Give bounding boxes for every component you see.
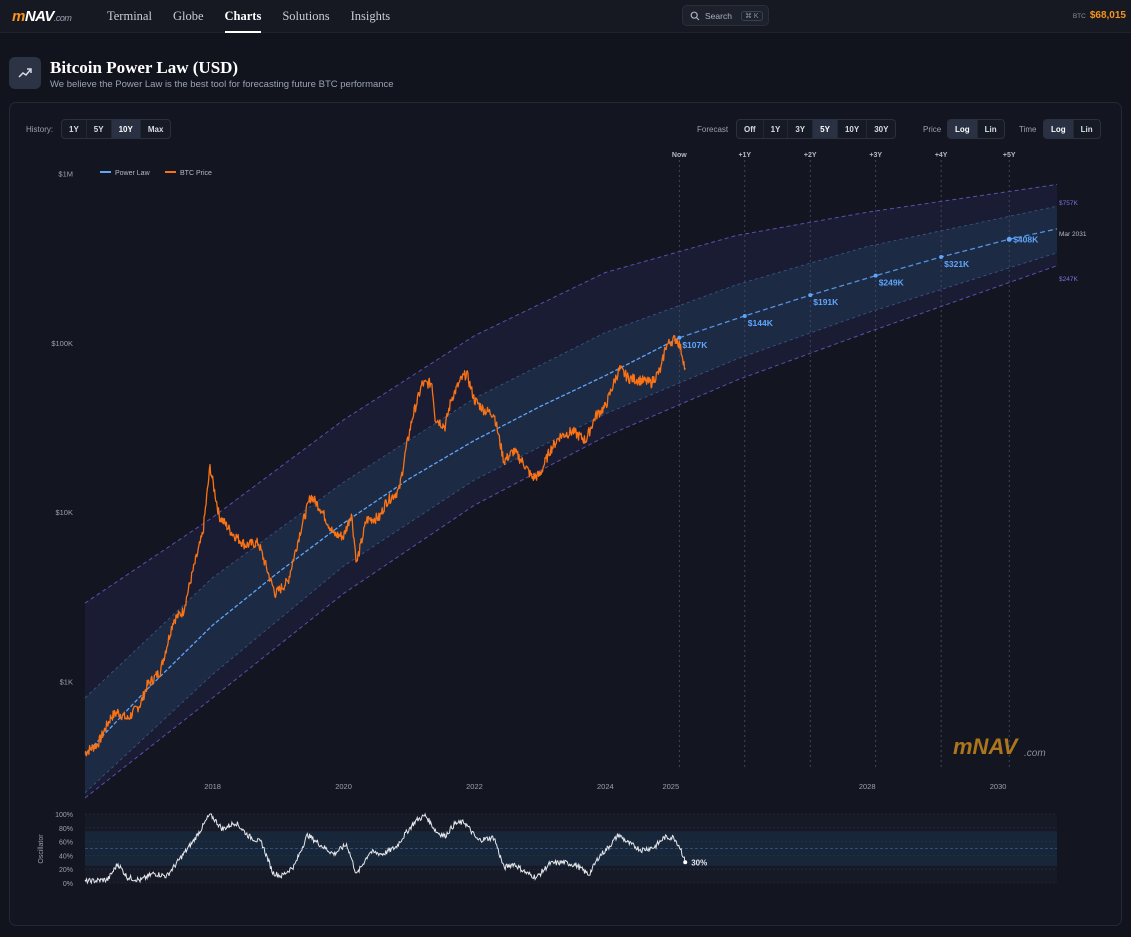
forecast-point — [677, 335, 682, 340]
nav-link-charts[interactable]: Charts — [224, 0, 262, 33]
forecast-header-label: +1Y — [738, 152, 751, 159]
ticker-price: $68,015 — [1089, 10, 1126, 21]
forecast-value-label: $321K — [944, 259, 970, 269]
y-tick-label: $100K — [51, 339, 73, 348]
time-scale-label: Time — [1019, 125, 1037, 134]
forecast-30y-button[interactable]: 30Y — [874, 124, 889, 134]
nav-link-insights[interactable]: Insights — [350, 9, 391, 23]
trending-up-icon — [9, 57, 41, 89]
inner-band-upper-line — [84, 205, 1058, 699]
watermark-logo: mNAV — [953, 734, 1020, 759]
history-10y-button[interactable]: 10Y — [111, 120, 141, 138]
forecast-label: Forecast — [697, 125, 729, 134]
outer-band-area — [85, 184, 1057, 798]
history-selector: 1Y 5Y 10Y Max — [61, 119, 172, 139]
price-scale-label: Price — [923, 125, 942, 134]
page-title: Bitcoin Power Law (USD) — [50, 58, 239, 77]
forecast-header-label: +4Y — [935, 152, 948, 159]
forecast-value-label: $144K — [748, 318, 774, 328]
search-shortcut: ⌘ K — [740, 10, 763, 21]
history-max-button[interactable]: Max — [147, 124, 164, 134]
price-log-button[interactable]: Log — [948, 120, 978, 138]
x-tick-label: 2028 — [859, 782, 876, 791]
nav-link-globe[interactable]: Globe — [172, 9, 204, 23]
inner-band-area — [85, 206, 1057, 793]
forecast-value-label: $408K — [1013, 234, 1039, 244]
x-tick-label: 2030 — [990, 782, 1007, 791]
x-tick-label: 2022 — [466, 782, 483, 791]
search-button[interactable]: Search ⌘ K — [682, 5, 769, 26]
lower-band-end-label: $247K — [1059, 276, 1078, 283]
forecast-header-label: +3Y — [869, 152, 882, 159]
forecast-off-button[interactable]: Off — [737, 120, 764, 138]
logo-mark: m — [12, 8, 25, 25]
price-scale-selector: Log Lin — [947, 119, 1005, 139]
y-tick-label: $1M — [58, 169, 73, 178]
oscillator-y-tick-label: 0% — [63, 881, 73, 888]
btc-ticker[interactable]: BTC $68,015 — [1073, 10, 1126, 21]
legend-label-power-law: Power Law — [115, 170, 151, 177]
forecast-3y-button[interactable]: 3Y — [788, 120, 814, 138]
search-label: Search — [705, 10, 732, 21]
btc-price-line — [84, 334, 686, 757]
mnav-logo[interactable]: mNAV.com — [12, 8, 72, 25]
forecast-header-label: +2Y — [804, 152, 817, 159]
forecast-5y-button[interactable]: 5Y — [813, 120, 838, 138]
history-label: History: — [26, 125, 54, 134]
oscillator-y-tick-label: 40% — [59, 853, 73, 860]
logo-text: NAV — [24, 8, 55, 25]
top-navigation-bar: mNAV.com Terminal Globe Charts Solutions… — [0, 0, 1131, 33]
forecast-point — [742, 313, 747, 318]
outer-band-lower-line — [84, 265, 1058, 799]
forecast-point — [939, 254, 944, 259]
time-scale-selector: Log Lin — [1043, 119, 1101, 139]
x-tick-label: 2020 — [335, 782, 352, 791]
oscillator-current-point — [683, 860, 688, 865]
forecast-10y-button[interactable]: 10Y — [838, 120, 868, 138]
x-tick-label: 2024 — [597, 782, 614, 791]
forecast-selector: Off 1Y 3Y 5Y 10Y 30Y — [736, 119, 897, 139]
search-icon — [690, 11, 700, 20]
legend-label-btc-price: BTC Price — [180, 170, 212, 177]
time-lin-button[interactable]: Lin — [1080, 124, 1093, 134]
price-lin-button[interactable]: Lin — [984, 124, 997, 134]
outer-band-upper-line — [84, 184, 1058, 604]
time-log-button[interactable]: Log — [1044, 120, 1074, 138]
forecast-point — [808, 293, 813, 298]
nav-links: Terminal Globe Charts Solutions Insights — [107, 0, 411, 33]
oscillator-y-tick-label: 60% — [59, 840, 73, 847]
history-5y-button[interactable]: 5Y — [87, 120, 112, 138]
nav-link-terminal[interactable]: Terminal — [107, 9, 152, 23]
forecast-value-label: $107K — [682, 340, 708, 350]
upper-band-end-label: $757K — [1059, 200, 1078, 207]
oscillator-y-tick-label: 100% — [55, 812, 73, 819]
forecast-header-label: Now — [672, 152, 687, 159]
watermark-domain: .com — [1024, 748, 1046, 759]
x-tick-label: 2018 — [204, 782, 221, 791]
y-tick-label: $1K — [60, 677, 73, 686]
oscillator-line — [84, 812, 686, 885]
forecast-1y-button[interactable]: 1Y — [764, 120, 789, 138]
logo-domain: .com — [53, 13, 72, 23]
forecast-point — [873, 273, 878, 278]
forecast-value-label: $249K — [879, 278, 905, 288]
nav-link-solutions[interactable]: Solutions — [282, 9, 330, 23]
oscillator-current-label: 30% — [691, 858, 707, 867]
forecast-header-label: +5Y — [1003, 152, 1016, 159]
forecast-point — [1006, 236, 1012, 242]
forecast-end-date-label: Mar 2031 — [1059, 231, 1087, 238]
oscillator-y-tick-label: 20% — [59, 867, 73, 874]
power-law-line — [84, 337, 680, 756]
ticker-symbol: BTC — [1072, 13, 1086, 20]
x-tick-label: 2025 — [662, 782, 679, 791]
y-tick-label: $10K — [55, 508, 73, 517]
forecast-value-label: $191K — [813, 297, 839, 307]
page-subtitle: We believe the Power Law is the best too… — [50, 79, 394, 90]
oscillator-axis-label: Oscillator — [38, 834, 45, 864]
history-1y-button[interactable]: 1Y — [62, 120, 87, 138]
oscillator-y-tick-label: 80% — [59, 826, 73, 833]
